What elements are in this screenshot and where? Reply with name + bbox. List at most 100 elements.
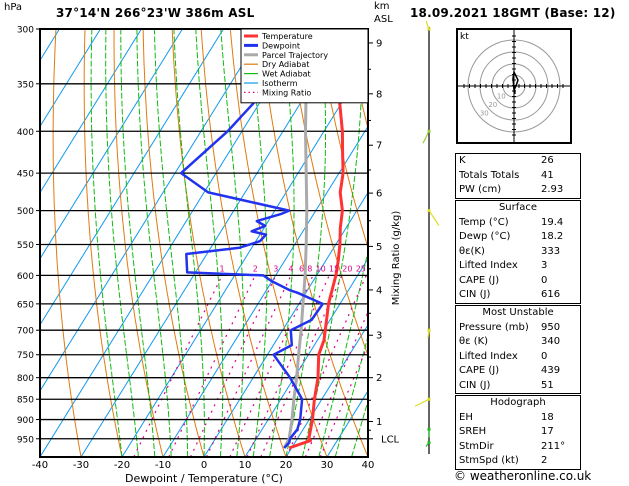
table-row: StmSpd (kt) 2 <box>456 454 580 469</box>
isotherm-line <box>285 323 368 457</box>
row-value: 18.2 <box>541 231 564 242</box>
most-unstable-table: Most Unstable Pressure (mb) 950 θε (K) 340 L… <box>455 305 581 394</box>
plot-frame <box>39 28 369 458</box>
table-row: CAPE (J) 439 <box>456 364 580 379</box>
height-tick-label: LCL <box>381 434 400 445</box>
pressure-tick-label: 750 <box>17 351 34 361</box>
row-value: 18 <box>541 411 554 423</box>
row-label: CAPE (J) <box>459 274 500 286</box>
isobar-lines <box>40 28 368 440</box>
datetime-title: 18.09.2021 18GMT (Base: 12) <box>410 6 616 20</box>
row-label: SREH <box>459 426 487 437</box>
pressure-tick-label: 600 <box>17 272 34 282</box>
temperature-line <box>288 29 345 450</box>
isotherm-line <box>40 29 101 128</box>
table-row: PW (cm) 2.93 <box>456 183 580 198</box>
height-tick-label: 9 <box>376 38 382 49</box>
row-label: Lifted Index <box>459 350 518 362</box>
mixing-ratio-label: 2 <box>253 264 258 273</box>
height-tick-label: 4 <box>376 285 382 296</box>
wind-barbs <box>414 20 440 454</box>
mixing-ratio-line <box>229 275 314 457</box>
legend-box <box>240 28 369 104</box>
height-tick-label: 7 <box>376 141 382 152</box>
isotherm-line <box>40 29 265 392</box>
temperature-tick-label: 20 <box>280 460 293 471</box>
pressure-unit-label: hPa <box>4 2 23 13</box>
indices-table: K 26 Totals Totals 41 PW (cm) 2.93 <box>455 153 581 199</box>
row-value: 19.4 <box>541 216 564 228</box>
legend-label: Mixing Ratio <box>262 88 311 97</box>
pressure-tick-label: 400 <box>17 128 34 138</box>
temperature-tick-label: -20 <box>114 460 130 471</box>
row-value: 41 <box>541 169 554 181</box>
row-value: 211° <box>541 440 566 452</box>
pressure-tick-label: 850 <box>17 396 34 406</box>
right-axis-label: Mixing Ratio (g/kg) <box>391 211 402 306</box>
pressure-tick-label: 950 <box>17 435 34 445</box>
pressure-axis: 300 350 400 450 500 550 600 650 700 750 800 850 900 9… <box>17 26 40 445</box>
mixing-ratio-label: 10 <box>316 264 326 273</box>
row-value: 26 <box>541 155 554 166</box>
wet-adiabat-line <box>90 29 123 457</box>
row-label: CIN (J) <box>459 289 491 300</box>
most-unstable-title: Most Unstable <box>482 307 554 318</box>
hodograph-ring-label: 10 <box>497 93 506 101</box>
row-label: Totals Totals <box>459 169 520 181</box>
pressure-tick-label: 900 <box>17 416 34 426</box>
temperature-axis: -40 -30 -20 -10 0 10 20 30 40 <box>32 460 375 471</box>
dry-adiabat-line <box>142 29 205 457</box>
height-tick-label: 5 <box>376 242 382 253</box>
wind-barb <box>425 442 430 447</box>
dewpoint-line <box>179 29 334 449</box>
pressure-tick-label: 350 <box>17 80 34 90</box>
wind-barb <box>427 330 430 339</box>
height-tick-label: 6 <box>376 189 382 200</box>
table-row: CIN (J) 616 <box>456 288 580 303</box>
wind-barb <box>422 130 430 144</box>
row-value: 51 <box>541 379 554 391</box>
pressure-tick-label: 450 <box>17 170 34 180</box>
dry-adiabat-line <box>579 29 629 457</box>
temperature-tick-label: 0 <box>201 460 207 471</box>
legend-label: Wet Adiabat <box>262 70 311 79</box>
table-row: Lifted Index 3 <box>456 259 580 274</box>
profile-lines <box>179 29 345 450</box>
hodograph-ring-label: 20 <box>488 101 497 109</box>
row-value: 333 <box>541 245 561 257</box>
temperature-tick-label: 30 <box>321 460 334 471</box>
row-value: 0 <box>541 350 548 362</box>
pressure-tick-label: 800 <box>17 374 34 384</box>
mixing-ratio-label: 8 <box>307 264 312 273</box>
row-value: 17 <box>541 426 554 437</box>
legend-label: Dry Adiabat <box>262 60 309 69</box>
row-value: 340 <box>541 336 561 347</box>
temperature-tick-label: -30 <box>73 460 89 471</box>
temperature-tick-label: -10 <box>155 460 171 471</box>
height-tick-label: 2 <box>376 373 382 384</box>
pressure-tick-label: 550 <box>17 241 34 251</box>
hodograph-trace <box>512 69 519 93</box>
mixing-ratio-label: 3 <box>273 264 278 273</box>
mixing-ratio-labels: 1 2 3 4 6 8 10 15 20 25 <box>220 264 366 273</box>
surface-table: Surface Temp (°C) 19.4 Dewp (°C) 18.2 θε(K) 3… <box>455 200 581 304</box>
table-row: CIN (J) 51 <box>456 379 580 394</box>
row-label: EH <box>459 411 473 423</box>
height-tick-label: 1 <box>376 417 382 428</box>
isotherm-line <box>162 125 368 457</box>
row-label: Temp (°C) <box>459 216 509 228</box>
dry-adiabat-line <box>83 29 123 457</box>
temperature-tick-label: -40 <box>32 460 48 471</box>
table-row: CAPE (J) 0 <box>456 274 580 289</box>
legend-label: Isotherm <box>262 79 298 88</box>
row-value: 0 <box>541 274 548 286</box>
table-row: θε (K) 340 <box>456 335 580 350</box>
row-value: 616 <box>541 289 561 300</box>
row-label: θε(K) <box>459 245 485 257</box>
table-row: EH 18 <box>456 411 580 426</box>
hodograph-ring-label: 30 <box>480 110 489 118</box>
location-title: 37°14'N 266°23'W 386m ASL <box>56 6 255 20</box>
wind-barb <box>414 398 430 407</box>
row-label: CIN (J) <box>459 379 491 391</box>
